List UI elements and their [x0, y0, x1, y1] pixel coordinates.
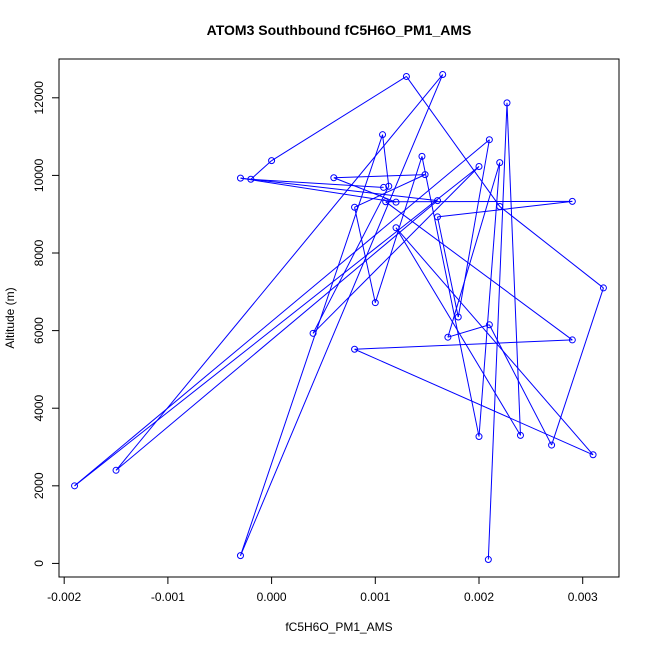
- series-segment: [271, 76, 407, 162]
- y-axis-label: Altitude (m): [3, 287, 17, 348]
- series-segment: [74, 139, 490, 487]
- data-point: [418, 152, 426, 160]
- series-segment: [506, 102, 521, 436]
- series-segment: [74, 166, 480, 487]
- series-segment: [421, 156, 480, 437]
- series-segment: [115, 200, 438, 471]
- data-point: [392, 224, 400, 232]
- data-point: [309, 329, 317, 337]
- series-segment: [447, 162, 501, 338]
- series-segment: [488, 324, 553, 446]
- data-point: [385, 182, 393, 190]
- y-tick-label: 4000: [32, 395, 46, 422]
- data-point: [454, 313, 462, 321]
- data-point: [351, 345, 359, 353]
- data-point: [589, 451, 597, 459]
- data-point: [392, 198, 400, 206]
- data-point: [268, 157, 276, 165]
- data-point: [475, 433, 483, 441]
- y-tick-label: 2000: [32, 472, 46, 499]
- series-segment: [240, 134, 384, 556]
- series-segment: [395, 227, 594, 456]
- x-tick-label: 0.002: [464, 590, 494, 604]
- data-point: [236, 174, 244, 182]
- data-point: [444, 333, 452, 341]
- series-segment: [240, 74, 444, 556]
- data-point: [485, 321, 493, 329]
- series-segment: [385, 201, 573, 341]
- series-segment: [457, 139, 490, 318]
- data-point: [379, 131, 387, 139]
- data-point: [484, 556, 492, 564]
- data-point: [485, 136, 493, 144]
- data-point: [421, 171, 429, 179]
- series-segment: [354, 174, 426, 208]
- x-tick-label: 0.003: [568, 590, 598, 604]
- x-axis-label: fC5H6O_PM1_AMS: [285, 620, 392, 634]
- data-point: [236, 552, 244, 560]
- data-point: [496, 159, 504, 167]
- data-point: [71, 482, 79, 490]
- data-point: [402, 72, 410, 80]
- y-tick-label: 12000: [32, 81, 46, 115]
- data-point: [516, 431, 524, 439]
- series-segment: [250, 160, 272, 180]
- series-segment: [354, 348, 594, 456]
- y-tick-label: 6000: [32, 317, 46, 344]
- x-tick-label: 0.001: [360, 590, 390, 604]
- x-tick-label: -0.002: [47, 590, 81, 604]
- data-point: [475, 162, 483, 170]
- chart-title: ATOM3 Southbound fC5H6O_PM1_AMS: [207, 22, 472, 38]
- data-point: [112, 466, 120, 474]
- series-segment: [354, 207, 376, 303]
- y-tick-label: 0: [32, 560, 46, 567]
- series-segment: [354, 339, 573, 350]
- data-point: [380, 183, 388, 191]
- x-axis: -0.002 -0.001 0.000 0.001 0.002 0.003: [47, 576, 598, 604]
- series-segment: [487, 102, 508, 560]
- data-point: [330, 174, 338, 182]
- series-segment: [250, 178, 384, 188]
- x-tick-label: 0.000: [257, 590, 287, 604]
- series-segment: [312, 166, 480, 334]
- data-point: [351, 203, 359, 211]
- series-segment: [240, 177, 438, 202]
- data-point: [371, 299, 379, 307]
- data-point: [382, 198, 390, 206]
- plot-frame: [58, 58, 620, 578]
- series-segment: [115, 74, 444, 471]
- data-point: [548, 441, 556, 449]
- y-axis: 0 2000 4000 6000 8000 10000 12000: [32, 81, 60, 567]
- data-point: [503, 99, 511, 107]
- series-segment: [395, 227, 521, 436]
- series-segment: [437, 216, 459, 318]
- data-point: [568, 197, 576, 205]
- series-segment: [312, 186, 390, 334]
- data-point: [434, 197, 442, 205]
- series-segment: [240, 177, 397, 203]
- data-series: [71, 71, 607, 564]
- data-point: [568, 336, 576, 344]
- series-segment: [333, 174, 426, 179]
- data-point: [496, 202, 504, 210]
- series-segment: [333, 177, 397, 203]
- x-tick-label: -0.001: [151, 590, 185, 604]
- series-segment: [499, 206, 604, 289]
- series-segment: [551, 287, 604, 446]
- series-segment: [382, 134, 390, 187]
- data-point: [599, 284, 607, 292]
- data-point: [247, 175, 255, 183]
- y-tick-label: 10000: [32, 158, 46, 192]
- series-segment: [437, 200, 573, 218]
- series-segment: [447, 324, 490, 338]
- series-segment: [478, 162, 501, 437]
- y-tick-label: 8000: [32, 239, 46, 266]
- data-point: [439, 71, 447, 79]
- data-point: [434, 213, 442, 221]
- series-segment: [406, 76, 501, 207]
